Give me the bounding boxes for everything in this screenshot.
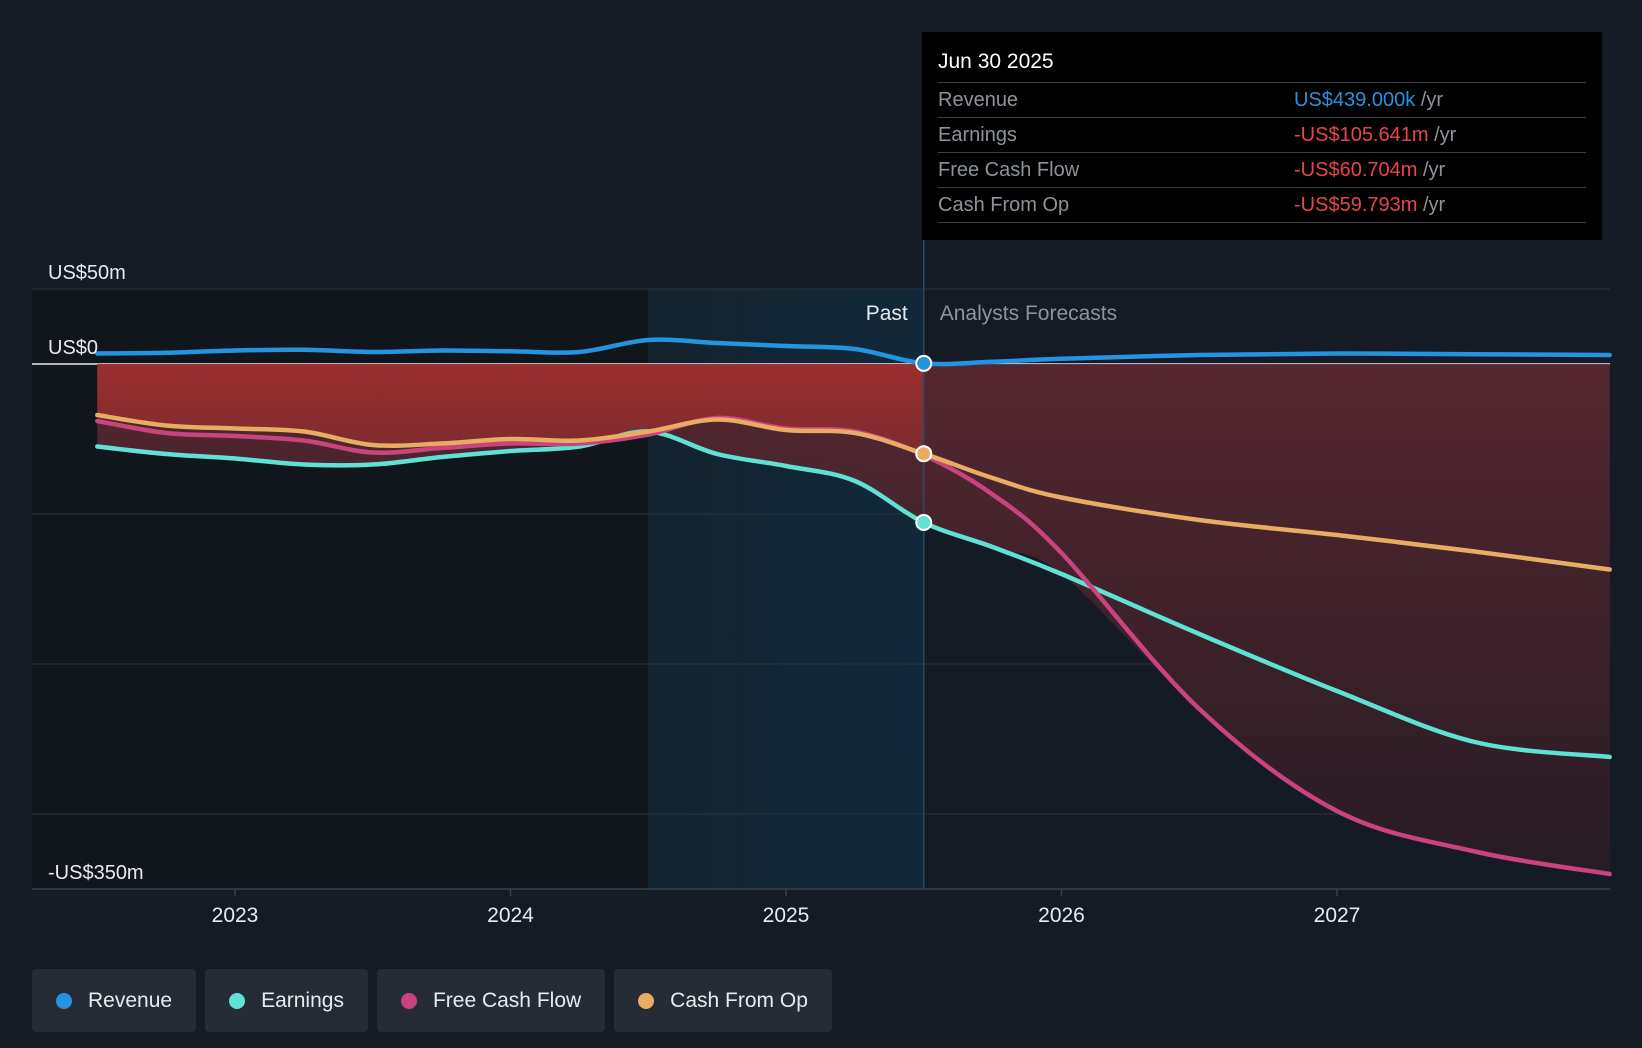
series-line-earnings [95, 429, 1612, 760]
legend-item-cash-from-op[interactable]: Cash From Op [614, 969, 832, 1032]
legend-label: Revenue [88, 988, 173, 1012]
tooltip-row-cash-from-op: Cash From Op -US$59.793m /yr [938, 188, 1586, 223]
tooltip-row-earnings: Earnings -US$105.641m /yr [938, 118, 1586, 153]
tooltip-row-revenue: Revenue US$439.000k /yr [938, 83, 1586, 118]
marker-revenue [915, 354, 933, 372]
legend-dot-icon [56, 992, 72, 1009]
tooltip: Jun 30 2025 Revenue US$439.000k /yr Earn… [922, 32, 1602, 240]
marker-earnings [915, 513, 933, 531]
x-tick-label: 2023 [212, 904, 259, 927]
legend-item-revenue[interactable]: Revenue [32, 969, 197, 1032]
past-label: Past [866, 302, 908, 325]
tooltip-row-free-cash-flow: Free Cash Flow -US$60.704m /yr [938, 153, 1586, 188]
x-tick-label: 2024 [487, 904, 534, 927]
legend-item-earnings[interactable]: Earnings [205, 969, 368, 1032]
tooltip-label: Earnings [938, 124, 1017, 146]
legend-label: Earnings [261, 988, 344, 1012]
legend-dot-icon [400, 992, 417, 1009]
tooltip-label: Free Cash Flow [938, 159, 1080, 181]
tooltip-value: US$439.000k /yr [1294, 89, 1443, 111]
y-tick-label: -US$350m [48, 862, 144, 884]
forecast-label: Analysts Forecasts [940, 302, 1117, 325]
tooltip-label: Cash From Op [938, 194, 1070, 216]
legend-dot-icon [638, 992, 655, 1009]
tooltip-value: -US$59.793m /yr [1294, 194, 1446, 216]
y-tick-label: US$50m [48, 262, 126, 284]
y-tick-label: US$0 [48, 337, 98, 359]
legend-label: Free Cash Flow [432, 988, 582, 1012]
x-tick-label: 2027 [1314, 904, 1361, 927]
tooltip-value: -US$60.704m /yr [1294, 159, 1446, 181]
area-group [97, 364, 1610, 874]
legend-label: Cash From Op [670, 988, 808, 1012]
tooltip-label: Revenue [938, 89, 1019, 111]
series-line-revenue [95, 337, 1612, 367]
tooltip-date: Jun 30 2025 [938, 32, 1586, 83]
negative-area [97, 364, 1610, 874]
marker-cash-from-op [915, 445, 933, 463]
x-tick-label: 2026 [1038, 904, 1085, 927]
legend-dot-icon [229, 992, 246, 1009]
tooltip-value: -US$105.641m /yr [1294, 124, 1457, 146]
legend-item-free-cash-flow[interactable]: Free Cash Flow [376, 969, 606, 1032]
x-tick-label: 2025 [763, 904, 810, 927]
legend: Revenue Earnings Free Cash Flow Cash Fro… [32, 969, 832, 1032]
series-line-cash-from-op [95, 412, 1612, 572]
